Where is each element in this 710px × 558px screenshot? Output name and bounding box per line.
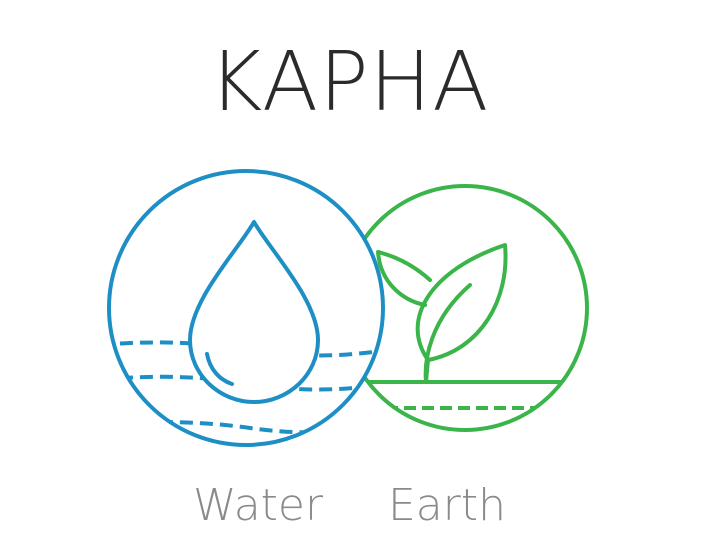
soil-lines — [350, 380, 587, 410]
water-element — [107, 169, 385, 447]
water-drop-icon — [188, 220, 320, 404]
earth-label: Earth — [388, 480, 506, 531]
water-circle — [107, 169, 385, 447]
dosha-title: KAPHA — [208, 35, 490, 130]
leaf-sprout-icon — [376, 243, 508, 384]
water-label: Water — [193, 480, 324, 531]
